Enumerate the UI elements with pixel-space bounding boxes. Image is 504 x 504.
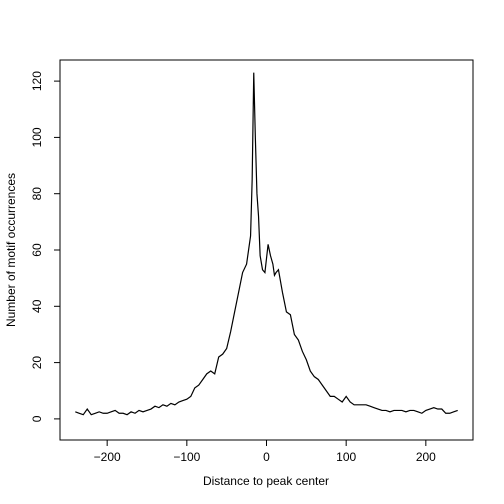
data-line (75, 72, 458, 416)
x-tick-label: −100 (173, 450, 200, 464)
x-tick-label: 200 (416, 450, 436, 464)
x-tick-label: −200 (94, 450, 121, 464)
y-tick-label: 40 (30, 299, 44, 313)
y-axis-label: Number of motif occurrences (4, 173, 18, 327)
y-tick-label: 120 (30, 71, 44, 91)
y-tick-label: 60 (30, 243, 44, 257)
y-tick-label: 0 (30, 415, 44, 422)
y-tick-label: 80 (30, 187, 44, 201)
plot-box (59, 59, 474, 441)
y-tick-label: 100 (30, 127, 44, 147)
x-tick-label: 100 (336, 450, 356, 464)
x-axis-label: Distance to peak center (203, 474, 329, 488)
x-tick-label: 0 (263, 450, 270, 464)
y-tick-label: 20 (30, 356, 44, 370)
